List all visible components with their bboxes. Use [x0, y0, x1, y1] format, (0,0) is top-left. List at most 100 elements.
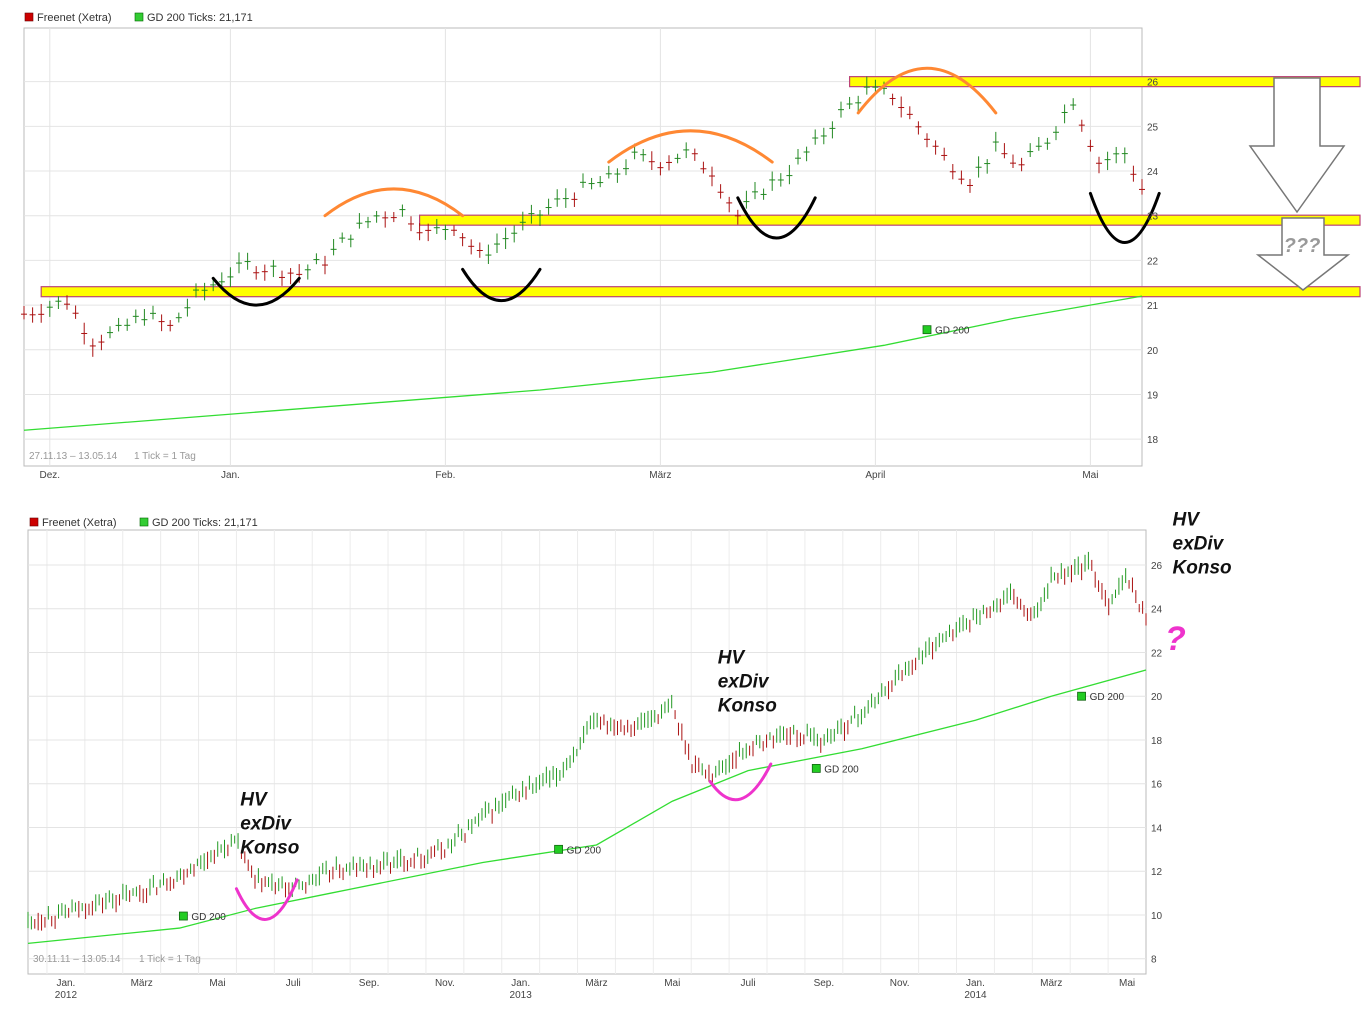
x-tick-label: März	[649, 470, 671, 481]
annotation-line: HV	[1173, 510, 1201, 531]
legend-label-price: Freenet (Xetra)	[37, 12, 112, 24]
x-tick-label: Feb.	[435, 470, 455, 481]
top-legend: Freenet (Xetra) GD 200 Ticks: 21,171	[24, 12, 253, 24]
legend-label-price-bottom: Freenet (Xetra)	[42, 517, 117, 529]
y-tick-label: 26	[1151, 561, 1163, 572]
y-tick-label: 26	[1147, 78, 1159, 89]
y-tick-label: 25	[1147, 122, 1159, 133]
gd200-label: GD 200	[567, 845, 602, 856]
gd200-marker	[811, 764, 821, 773]
x-tick-label: Sep.	[359, 978, 380, 989]
annotation-line: Konso	[718, 695, 777, 716]
y-tick-label: 20	[1151, 692, 1163, 703]
legend-swatch-price-bottom	[29, 517, 39, 527]
bottom-chart: GD 200 GD 200 GD 200 GD 200 HV exDiv Konso HV e…	[27, 510, 1232, 1001]
y-tick-label: 8	[1151, 955, 1157, 966]
annotation-line: HV	[718, 647, 746, 668]
x-tick-label: Mai	[664, 978, 680, 989]
x-tick-label: Dez.	[40, 470, 61, 481]
y-tick-label: 10	[1151, 911, 1163, 922]
x-tick-label: Mai	[209, 978, 225, 989]
y-tick-label: 23	[1147, 212, 1159, 223]
x-tick-label: April	[865, 470, 885, 481]
legend-swatch-gd200-bottom	[139, 517, 149, 527]
x-tick-label: Nov.	[890, 978, 910, 989]
annotation-line: Konso	[1173, 558, 1232, 579]
gd200-marker	[922, 325, 932, 335]
highlight-swoosh	[234, 878, 299, 921]
gd200-marker	[1077, 691, 1086, 701]
x-tick-label: März	[585, 978, 607, 989]
y-tick-label: 12	[1151, 867, 1163, 878]
question-label: ???	[1284, 235, 1321, 257]
x-tick-label: März	[131, 978, 153, 989]
support-bowl	[461, 267, 542, 303]
gd200-marker	[554, 844, 563, 854]
x-tick-label: Jan.	[511, 978, 530, 989]
x-tick-label: Sep.	[814, 978, 835, 989]
x-tick-label: Jan.	[221, 470, 240, 481]
x-tick-label: März	[1040, 978, 1062, 989]
support-bowl	[736, 196, 817, 240]
support-zone	[848, 76, 1361, 88]
resistance-arc	[607, 129, 774, 164]
y-tick-label: 18	[1151, 736, 1163, 747]
legend-label-gd200: GD 200 Ticks: 21,171	[147, 12, 253, 24]
support-zone	[40, 286, 1361, 298]
question-mark: ?	[1165, 620, 1186, 658]
x-tick-label: Jan.	[56, 978, 75, 989]
top-date-range: 27.11.13 – 13.05.14	[29, 451, 118, 462]
annotation-line: Konso	[240, 838, 299, 859]
down-arrow-big	[1248, 77, 1346, 214]
y-tick-label: 18	[1147, 435, 1159, 446]
x-year-label: 2012	[55, 990, 78, 1001]
annotation-text: HV exDiv Konso	[240, 790, 299, 859]
gd200-line	[27, 669, 1147, 945]
y-tick-label: 22	[1147, 256, 1159, 267]
y-tick-label: 21	[1147, 301, 1159, 312]
down-arrow-small	[1255, 217, 1351, 291]
annotation-text: HV exDiv Konso	[1173, 510, 1232, 579]
y-tick-label: 16	[1151, 780, 1163, 791]
x-tick-label: Jan.	[966, 978, 985, 989]
bottom-legend: Freenet (Xetra) GD 200 Ticks: 21,171	[29, 517, 258, 529]
legend-label-gd200-bottom: GD 200 Ticks: 21,171	[152, 517, 258, 529]
legend-swatch-price	[24, 12, 34, 22]
bottom-tick-info: 1 Tick = 1 Tag	[139, 954, 201, 965]
annotation-text: HV exDiv Konso	[718, 647, 777, 716]
x-tick-label: Juli	[286, 978, 301, 989]
top-chart: GD 200 ??? 18 19 20 21 22 23 24 25 26 Dez. Jan. Fe…	[21, 12, 1361, 481]
annotation-line: exDiv	[718, 671, 770, 692]
top-plot-area	[23, 27, 1143, 467]
x-tick-label: Mai	[1082, 470, 1098, 481]
resistance-arc	[323, 187, 465, 218]
gd200-line	[23, 295, 1143, 431]
resistance-arc	[856, 66, 998, 115]
y-tick-label: 22	[1151, 648, 1163, 659]
annotation-line: exDiv	[240, 814, 292, 835]
support-bowl	[211, 276, 301, 307]
legend-swatch-gd200	[134, 12, 144, 22]
bottom-plot-area	[27, 529, 1147, 975]
annotation-line: HV	[240, 790, 268, 811]
support-bowl	[1088, 191, 1161, 244]
top-tick-info: 1 Tick = 1 Tag	[134, 451, 196, 462]
y-tick-label: 14	[1151, 823, 1163, 834]
gd200-label: GD 200	[824, 764, 859, 775]
x-tick-label: Juli	[741, 978, 756, 989]
y-tick-label: 24	[1147, 167, 1159, 178]
y-tick-label: 19	[1147, 390, 1159, 401]
bottom-date-range: 30.11.11 – 13.05.14	[33, 954, 121, 965]
x-year-label: 2014	[964, 990, 987, 1001]
x-tick-label: Mai	[1119, 978, 1135, 989]
annotation-line: exDiv	[1173, 534, 1225, 555]
gd200-marker	[178, 911, 188, 921]
gd200-label: GD 200	[1090, 692, 1125, 703]
support-zone	[419, 214, 1361, 226]
highlight-swoosh	[708, 762, 773, 802]
x-tick-label: Nov.	[435, 978, 455, 989]
y-tick-label: 24	[1151, 605, 1163, 616]
y-tick-label: 20	[1147, 346, 1159, 357]
gd200-label: GD 200	[191, 912, 226, 923]
x-year-label: 2013	[510, 990, 533, 1001]
